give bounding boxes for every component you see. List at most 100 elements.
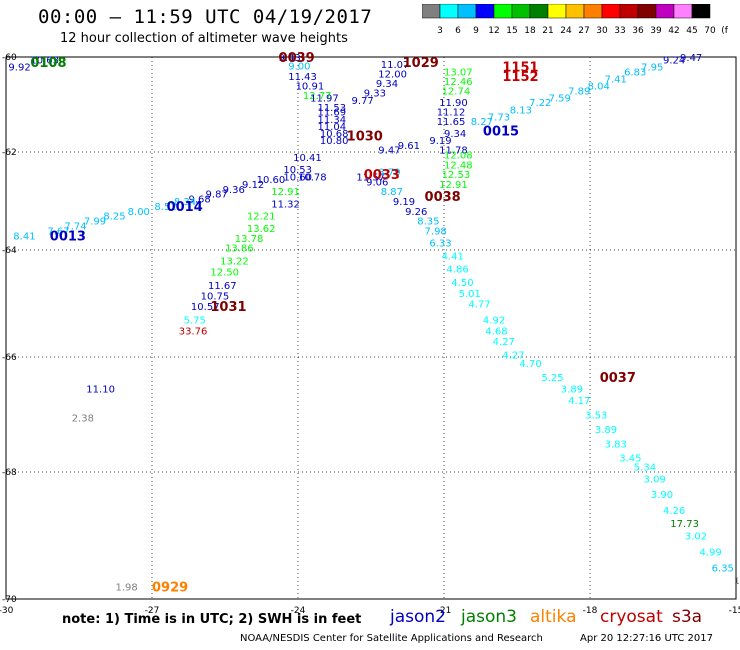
colorbar-label: 42 bbox=[668, 26, 679, 36]
colorbar-label: 21 bbox=[542, 26, 553, 36]
swh-value: 9.00 bbox=[288, 62, 310, 73]
swh-value: 6.35 bbox=[712, 563, 734, 574]
colorbar-label: 45 bbox=[686, 26, 697, 36]
swh-value: 8.25 bbox=[103, 212, 125, 223]
swh-value: 10.60 bbox=[283, 173, 312, 184]
swh-value: 9.12 bbox=[242, 180, 264, 191]
swh-value: 7.89 bbox=[568, 86, 590, 97]
swh-value: 8.13 bbox=[510, 105, 532, 116]
swh-value: 10.53 bbox=[283, 165, 312, 176]
footer-credit: NOAA/NESDIS Center for Satellite Applica… bbox=[240, 633, 543, 644]
swh-value: 4.27 bbox=[502, 350, 524, 361]
swh-value: 11.12 bbox=[437, 108, 466, 119]
pass-time-label: 0929 bbox=[152, 580, 188, 595]
x-tick-label: -30 bbox=[0, 606, 14, 616]
swh-value: 1.98 bbox=[116, 582, 138, 593]
swh-value: 33.76 bbox=[179, 326, 208, 337]
legend-jason3: jason3 bbox=[461, 607, 517, 627]
colorbar-label: 3 bbox=[437, 26, 443, 36]
swh-value: 4.77 bbox=[468, 300, 490, 311]
swh-value: 4.70 bbox=[519, 359, 541, 370]
swh-value: 12.08 bbox=[444, 150, 473, 161]
swh-value: 12.91 bbox=[271, 187, 300, 198]
swh-value: 11.32 bbox=[271, 199, 300, 210]
swh-value: 11.53 bbox=[317, 103, 346, 114]
y-tick-label: -62 bbox=[2, 148, 17, 158]
swh-value: 10.78 bbox=[298, 173, 327, 184]
swh-value: 7.59 bbox=[549, 93, 571, 104]
swh-value: 10.63 bbox=[30, 55, 59, 66]
swh-value: 12.46 bbox=[444, 77, 473, 88]
pass-time-label: 0015 bbox=[483, 125, 519, 140]
pass-time-label: 1029 bbox=[403, 56, 439, 71]
swh-value: 7.95 bbox=[641, 63, 663, 74]
swh-value: 9.06 bbox=[366, 177, 388, 188]
swh-value: 8.34 bbox=[174, 197, 196, 208]
swh-value: 13.07 bbox=[444, 67, 473, 78]
swh-value: 5.34 bbox=[634, 462, 656, 473]
swh-value: 4.17 bbox=[568, 396, 590, 407]
swh-value: 8.35 bbox=[417, 217, 439, 228]
x-tick-label: -21 bbox=[437, 606, 452, 616]
pass-time-label: 0108 bbox=[30, 56, 66, 71]
swh-value: 1.8 bbox=[734, 576, 740, 587]
swh-value: 8.41 bbox=[13, 231, 35, 242]
pass-time-label: 0014 bbox=[167, 200, 203, 215]
colorbar-label: 33 bbox=[614, 26, 625, 36]
swh-value: 7.67 bbox=[47, 226, 69, 237]
plot-frame bbox=[5, 56, 737, 600]
colorbar-label: 6 bbox=[455, 26, 461, 36]
swh-value: 9.77 bbox=[352, 96, 374, 107]
colorbar-label: 12 bbox=[488, 26, 499, 36]
swh-value: 10.41 bbox=[293, 153, 322, 164]
page-title: 00:00 – 11:59 UTC 04/19/2017 bbox=[38, 6, 373, 28]
colorbar-label: 18 bbox=[524, 26, 536, 36]
swh-value: 7.98 bbox=[425, 226, 447, 237]
swh-value: 17.73 bbox=[670, 519, 699, 530]
colorbar-label: 70 bbox=[704, 26, 716, 36]
swh-value: 9.33 bbox=[364, 89, 386, 100]
swh-value: 10.80 bbox=[320, 136, 349, 147]
swh-value: 9.26 bbox=[405, 207, 427, 218]
swh-value: 3.83 bbox=[605, 439, 627, 450]
swh-value: 9.47 bbox=[680, 53, 702, 64]
swh-value: 9.47 bbox=[378, 146, 400, 157]
swh-value: 12.21 bbox=[247, 212, 276, 223]
colorbar-swatch bbox=[691, 4, 711, 19]
swh-value: 9.43 bbox=[279, 53, 301, 64]
swh-value: 12.48 bbox=[444, 160, 473, 171]
swh-value: 8.04 bbox=[588, 82, 610, 93]
swh-value: 4.50 bbox=[451, 278, 473, 289]
swh-value: 11.43 bbox=[288, 72, 317, 83]
swh-value: 10.91 bbox=[296, 82, 325, 93]
swh-value: 11.57 bbox=[356, 173, 385, 184]
swh-value: 3.89 bbox=[595, 425, 617, 436]
swh-value: 12.00 bbox=[378, 70, 407, 81]
swh-value: 5.25 bbox=[541, 373, 563, 384]
swh-value: 13.22 bbox=[220, 257, 249, 268]
pass-time-label: 0013 bbox=[50, 229, 86, 244]
swh-value: 9.19 bbox=[393, 197, 415, 208]
swh-value: 4.41 bbox=[442, 251, 464, 262]
swh-value: 12.53 bbox=[442, 170, 471, 181]
y-tick-label: -66 bbox=[2, 353, 17, 363]
pass-time-label: 1152 bbox=[502, 70, 538, 85]
pass-time-label: 0039 bbox=[279, 51, 315, 66]
swh-value: 4.27 bbox=[493, 337, 515, 348]
swh-value: 6.33 bbox=[429, 239, 451, 250]
swh-value: 2.38 bbox=[72, 413, 94, 424]
swh-value: 11.07 bbox=[381, 60, 410, 71]
swh-value: 11.97 bbox=[310, 93, 339, 104]
swh-value: 11.67 bbox=[208, 281, 237, 292]
swh-value: 9.34 bbox=[444, 129, 466, 140]
swh-value: 13.78 bbox=[235, 234, 264, 245]
colorbar-label: 27 bbox=[578, 26, 589, 36]
swh-value: 11.10 bbox=[86, 385, 115, 396]
footer-note: note: 1) Time is in UTC; 2) SWH is in fe… bbox=[62, 612, 362, 627]
swh-value: 10.60 bbox=[257, 175, 286, 186]
swh-value: 9.24 bbox=[663, 55, 685, 66]
swh-value: 4.92 bbox=[483, 316, 505, 327]
x-tick-label: -24 bbox=[291, 606, 306, 616]
swh-value: 3.02 bbox=[685, 532, 707, 543]
swh-value: 4.26 bbox=[663, 506, 685, 517]
